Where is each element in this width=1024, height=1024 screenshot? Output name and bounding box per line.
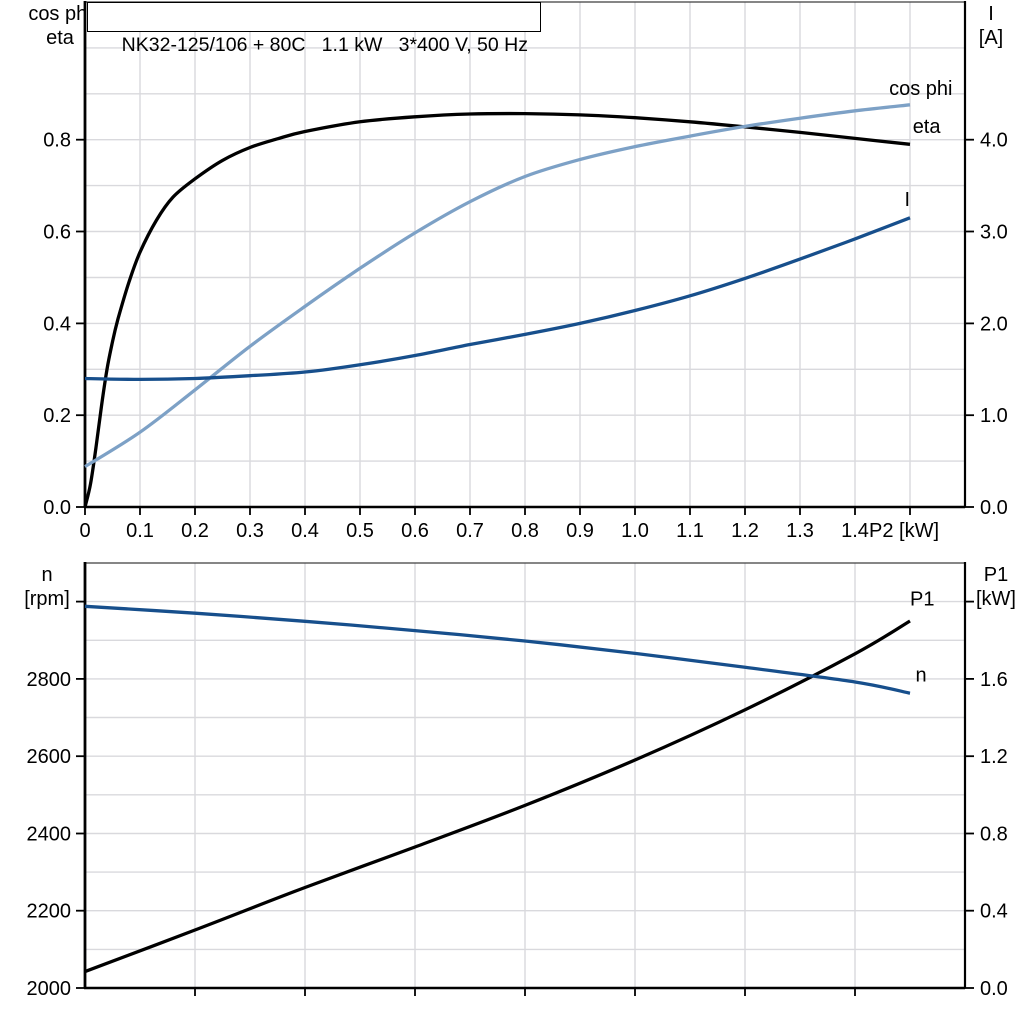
chart-title-text: NK32-125/106 + 80C 1.1 kW 3*400 V, 50 Hz [121, 34, 528, 56]
right-tick-label: 3.0 [980, 222, 1008, 244]
right-tick-label: 0.0 [980, 497, 1008, 519]
left-tick-label: 0.4 [43, 313, 71, 335]
right-tick-label: 0.8 [980, 824, 1008, 846]
right-tick-label: 2.0 [980, 313, 1008, 335]
x-tick-label: 1.0 [621, 520, 649, 542]
x-tick-label: 1.4 [841, 520, 869, 542]
x-tick-label: 0.9 [566, 520, 594, 542]
grid [85, 2, 965, 507]
x-tick-label: 0.6 [401, 520, 429, 542]
right-tick-label: 1.6 [980, 669, 1008, 691]
right-tick-label: 0.0 [980, 978, 1008, 1000]
I-curve-label: I [905, 189, 911, 211]
P1-curve-label: P1 [910, 589, 934, 611]
right-axis-title-line: [kW] [976, 588, 1016, 610]
eta-curve [83, 111, 911, 508]
cos-phi-curve-label: cos phi [889, 78, 952, 100]
grid [85, 563, 965, 988]
x-tick-label: 0.8 [511, 520, 539, 542]
efficiency-current-chart: 0 0.1 0.2 0.3 0.4 0.5 0.6 0.7 0.8 0.9 1.0 1.1 1.2 1.3… [28, 1, 1008, 542]
left-tick-label: 0.8 [43, 130, 71, 152]
left-tick-label: 2600 [27, 746, 72, 768]
x-tick-label: 1.1 [676, 520, 704, 542]
left-tick-label: 2200 [27, 901, 72, 923]
left-axis-title-line: n [41, 564, 52, 586]
x-tick-label: 0.2 [181, 520, 209, 542]
x-tick-label: 0.5 [346, 520, 374, 542]
right-tick-label: 1.2 [980, 746, 1008, 768]
x-tick-label: 0.7 [456, 520, 484, 542]
x-tick-label: 0.1 [126, 520, 154, 542]
cos-phi-curve [84, 103, 911, 469]
left-tick-label: 2800 [27, 669, 72, 691]
x-tick-label: 0 [79, 520, 90, 542]
right-tick-label: 1.0 [980, 405, 1008, 427]
x-tick-label: 0.3 [236, 520, 264, 542]
x-axis-title: P2 [kW] [869, 520, 939, 542]
right-axis-title-line: P1 [984, 564, 1008, 586]
speed-power-chart: 200022002400260028000.00.40.81.21.6n[rpm… [24, 562, 1016, 1000]
chart-title-box: NK32-125/106 + 80C 1.1 kW 3*400 V, 50 Hz [87, 2, 541, 56]
n-curve [84, 604, 911, 695]
left-tick-label: 0.0 [43, 497, 71, 519]
left-tick-label: 0.2 [43, 405, 71, 427]
left-axis-title-line: cos phi [28, 3, 91, 25]
right-axis-title-line: [A] [979, 27, 1003, 49]
n-curve-label: n [916, 665, 927, 687]
left-axis-title-line: eta [46, 27, 75, 49]
right-axis-title-line: I [988, 3, 994, 25]
left-axis-title-line: [rpm] [24, 588, 70, 610]
eta-curve-label: eta [913, 116, 942, 138]
right-tick-label: 0.4 [980, 901, 1008, 923]
x-tick-label: 1.2 [731, 520, 759, 542]
x-tick-label: 1.3 [786, 520, 814, 542]
left-tick-label: 0.6 [43, 222, 71, 244]
left-tick-label: 2000 [27, 978, 72, 1000]
right-tick-label: 4.0 [980, 130, 1008, 152]
I-curve [84, 216, 911, 382]
x-tick-label: 0.4 [291, 520, 319, 542]
left-tick-label: 2400 [27, 824, 72, 846]
